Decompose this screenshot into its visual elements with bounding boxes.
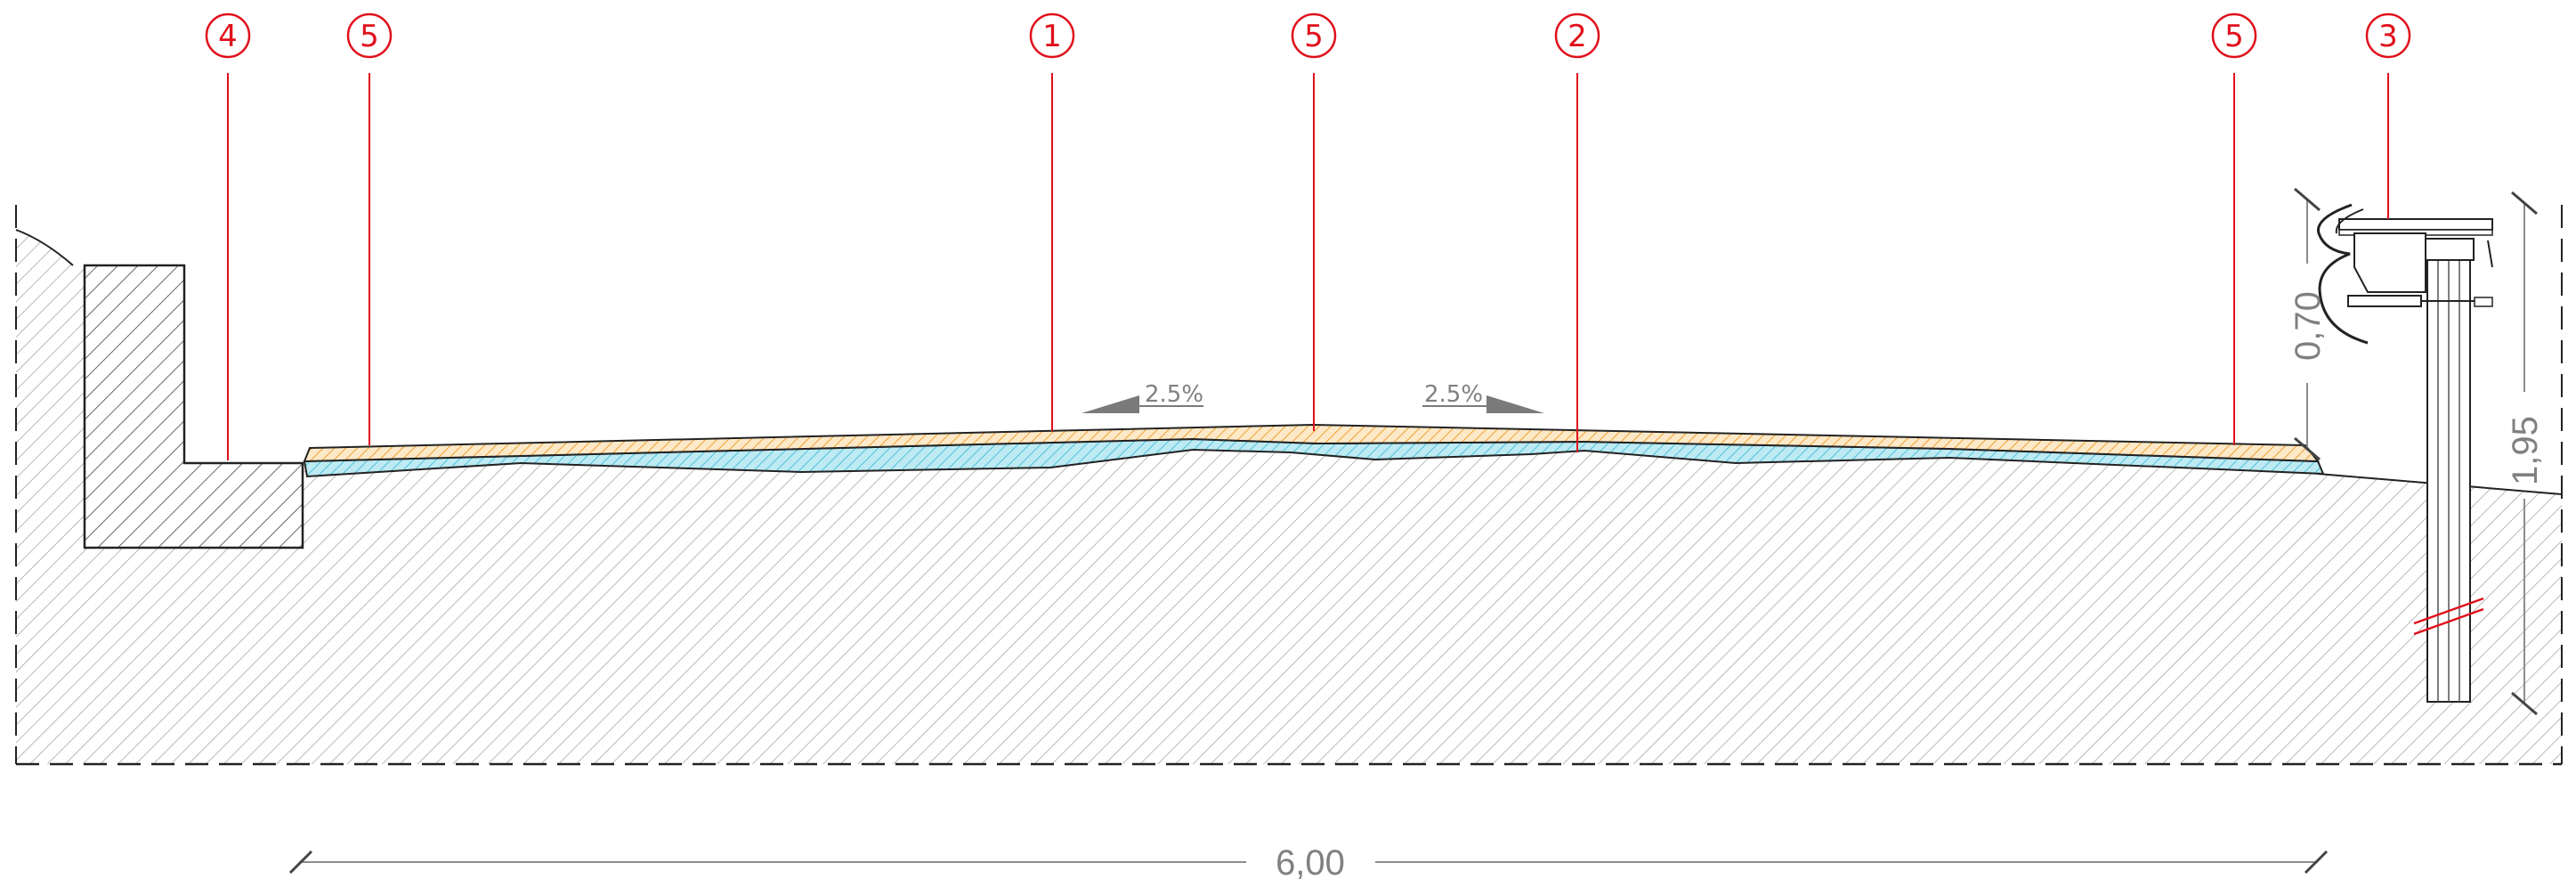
rail-height-label: 0,70 bbox=[2288, 291, 2328, 361]
callout-5c-label: 5 bbox=[2224, 19, 2244, 54]
slope-indicator-left: 2.5% bbox=[1081, 381, 1203, 413]
callout-5b-circle bbox=[1291, 12, 1337, 59]
post-height-label: 1,95 bbox=[2506, 416, 2545, 485]
callout-2-label: 2 bbox=[1567, 19, 1587, 54]
overall-width-label: 6,00 bbox=[1276, 843, 1345, 879]
callout-3-circle bbox=[2365, 12, 2411, 59]
guard-rail bbox=[2316, 203, 2493, 703]
slope-left-label: 2.5% bbox=[1145, 381, 1203, 408]
retaining-wall bbox=[83, 264, 304, 549]
callout-1-circle bbox=[1029, 12, 1075, 59]
dimension-post-height: 1,95 bbox=[2506, 191, 2545, 716]
slope-right-label: 2.5% bbox=[1424, 381, 1483, 408]
callout-leaders bbox=[227, 73, 2389, 460]
soil-ground bbox=[15, 205, 2563, 766]
callout-2-circle bbox=[1554, 12, 1600, 59]
callout-5a-circle bbox=[346, 12, 393, 59]
dimension-overall-width: 6,00 bbox=[288, 843, 2329, 879]
callout-5b-label: 5 bbox=[1304, 19, 1324, 54]
callout-5a-label: 5 bbox=[360, 19, 379, 54]
callout-4-label: 4 bbox=[218, 19, 238, 54]
callout-3-label: 3 bbox=[2378, 19, 2398, 54]
callout-5c-circle bbox=[2211, 12, 2257, 59]
dimension-rail-height: 0,70 bbox=[2288, 187, 2328, 461]
asphalt-layer bbox=[303, 423, 2321, 463]
callout-markers: 4 5 1 5 2 5 3 bbox=[205, 12, 2411, 59]
slope-indicator-right: 2.5% bbox=[1422, 381, 1544, 413]
callout-1-label: 1 bbox=[1042, 19, 1062, 54]
callout-4-circle bbox=[205, 12, 251, 59]
